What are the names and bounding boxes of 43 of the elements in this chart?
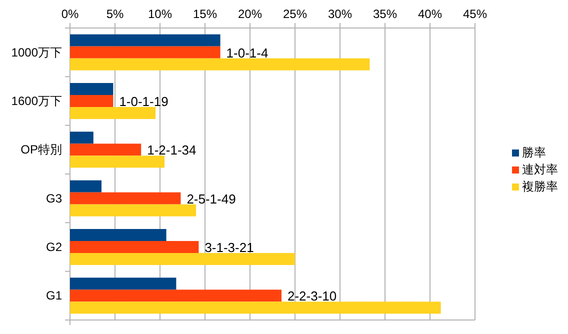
bar [70, 204, 196, 216]
legend-label: 勝率 [522, 146, 546, 160]
x-tick-label: 10% [148, 7, 172, 21]
annotation: 1-2-1-34 [147, 142, 196, 158]
legend-label: 複勝率 [522, 180, 558, 194]
y-tick-label: G2 [46, 240, 62, 254]
bar [70, 290, 282, 302]
x-tick-label: 30% [328, 7, 352, 21]
annotation: 1-0-1-4 [226, 45, 268, 60]
bar [70, 278, 176, 290]
annotation: 2-2-3-10 [288, 288, 337, 304]
bar [70, 156, 164, 168]
bar [70, 46, 220, 58]
bar [70, 180, 102, 192]
bar [70, 144, 142, 156]
annotation: 3-1-3-21 [204, 240, 254, 255]
bar [70, 253, 295, 265]
annotation: 2-5-1-49 [186, 191, 236, 206]
bar [70, 83, 114, 95]
x-tick-label: 25% [282, 7, 308, 21]
y-tick-label: G3 [46, 191, 62, 206]
x-tick-label: 45% [462, 7, 488, 21]
bar [70, 95, 114, 107]
bar [70, 34, 220, 46]
bar [70, 229, 166, 241]
x-tick-label: 5% [106, 7, 124, 21]
bar [70, 58, 370, 70]
y-tick-label: OP特別 [20, 142, 62, 157]
y-tick-label: G1 [46, 288, 62, 303]
legend-label: 連対率 [522, 162, 558, 176]
bar [70, 132, 94, 144]
bar [70, 107, 156, 119]
bar [70, 241, 199, 253]
x-tick-label: 20% [238, 7, 262, 21]
bar [70, 302, 441, 314]
annotation: 1-0-1-19 [119, 94, 168, 109]
y-tick-label: 1000万下 [11, 45, 62, 60]
x-tick-label: 15% [192, 7, 218, 21]
y-tick-label: 1600万下 [11, 94, 62, 108]
x-tick-label: 0% [61, 7, 79, 21]
x-tick-label: 35% [372, 7, 398, 21]
bar [70, 192, 181, 204]
x-tick-label: 40% [418, 7, 442, 21]
